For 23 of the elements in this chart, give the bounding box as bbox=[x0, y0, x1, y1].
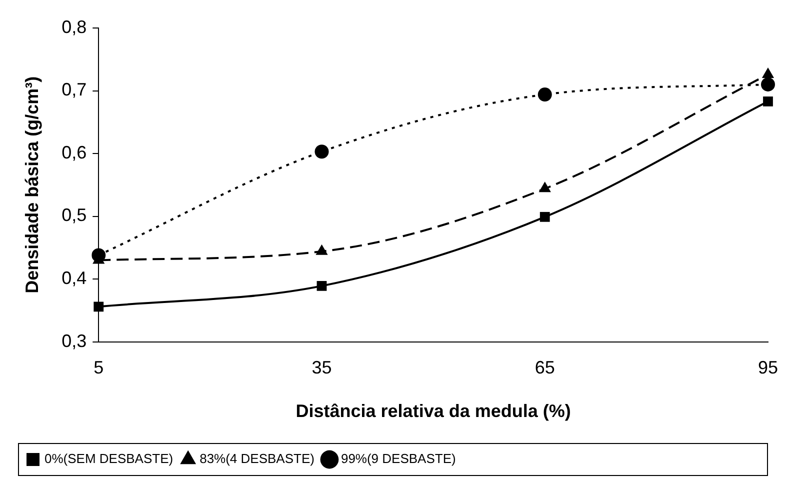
x-axis-title: Distância relativa da medula (%) bbox=[296, 401, 571, 422]
y-axis-title: Densidade básica (g/cm³) bbox=[22, 76, 42, 294]
point bbox=[760, 77, 775, 92]
x-tick-label: 5 bbox=[94, 358, 104, 378]
y-tick-label: 0,5 bbox=[62, 205, 87, 226]
point bbox=[94, 302, 104, 312]
x-tick-label: 95 bbox=[758, 358, 778, 378]
point bbox=[763, 96, 773, 106]
point bbox=[538, 182, 551, 192]
y-tick-label: 0,8 bbox=[62, 16, 87, 37]
point bbox=[314, 144, 329, 159]
x-tick-label: 35 bbox=[312, 358, 332, 378]
legend-label: 99%(9 DESBASTE) bbox=[340, 451, 456, 466]
y-tick-label: 0,4 bbox=[62, 268, 87, 288]
point bbox=[316, 280, 327, 291]
y-tick-label: 0,3 bbox=[62, 330, 87, 351]
legend-label: 83%(4 DESBASTE) bbox=[200, 451, 314, 466]
y-tick-label: 0,7 bbox=[62, 80, 87, 100]
point bbox=[538, 88, 552, 102]
point bbox=[540, 212, 550, 222]
y-tick-label: 0,6 bbox=[62, 142, 87, 162]
legend-label: 0%(SEM DESBASTE) bbox=[44, 451, 174, 466]
x-tick-label: 65 bbox=[534, 358, 555, 378]
